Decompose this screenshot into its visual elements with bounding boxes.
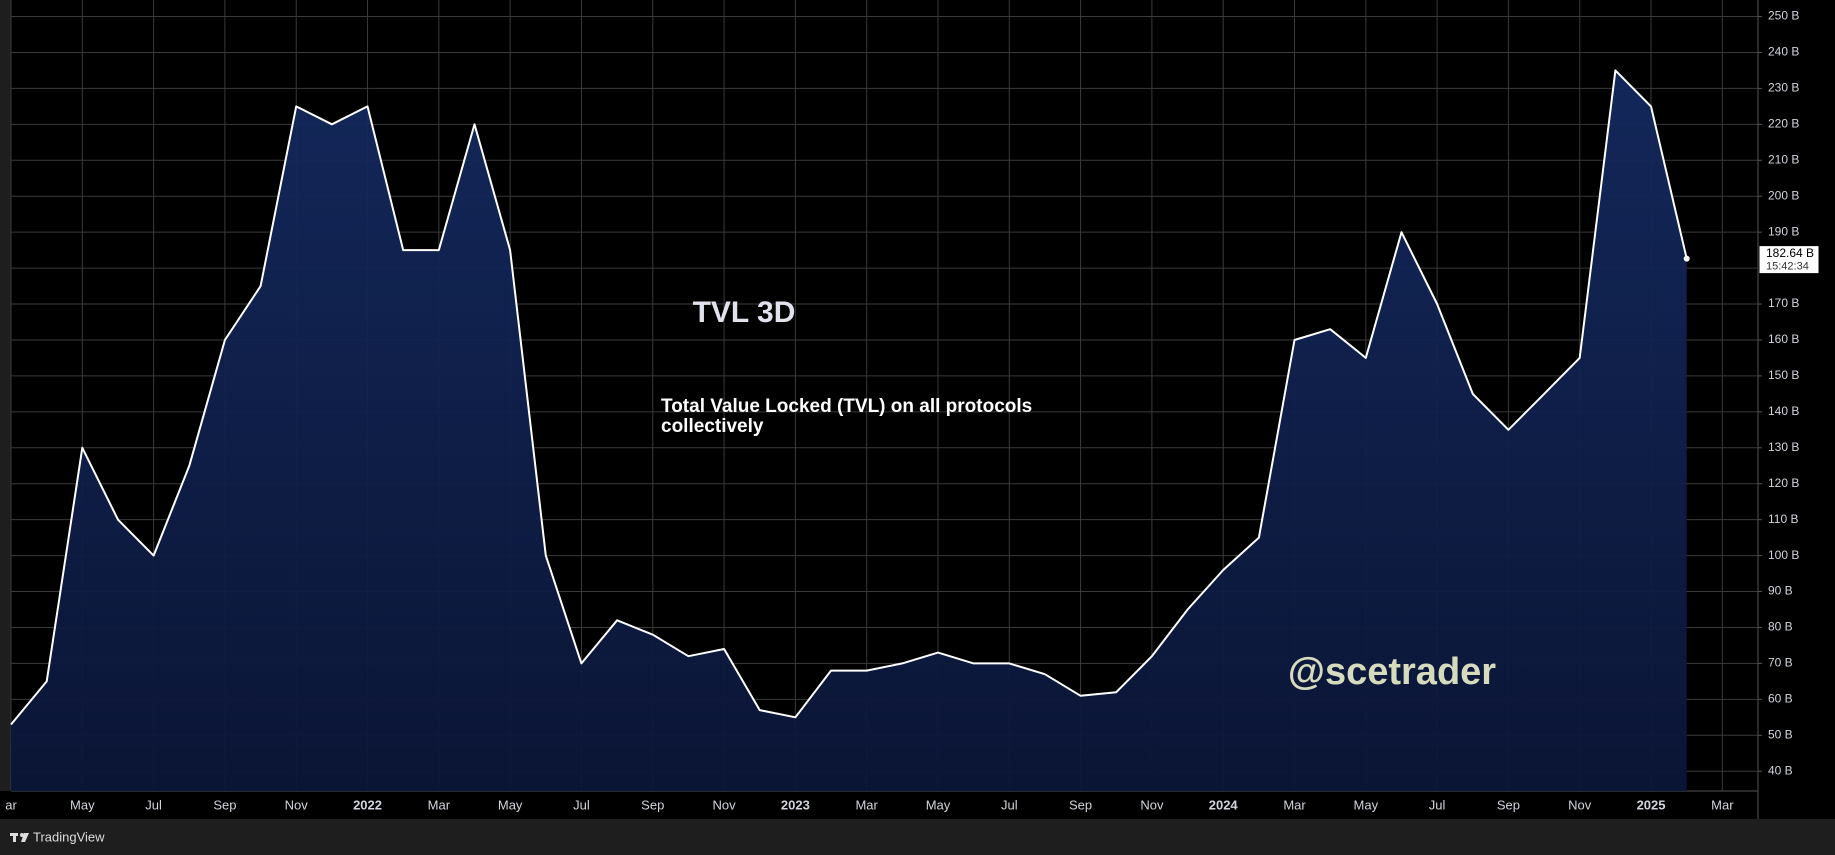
x-tick-label: May [70,797,95,812]
x-tick-label: 2022 [353,797,382,812]
x-tick-label: Nov [285,797,309,812]
x-tick-label: Sep [1069,797,1092,812]
brand-logo [10,833,29,842]
y-tick-label: 230 B [1768,81,1799,95]
x-tick-label: 2025 [1637,797,1666,812]
y-tick-label: 60 B [1768,692,1793,706]
x-tick-label: 2023 [781,797,810,812]
x-tick-label: Sep [213,797,236,812]
y-tick-label: 140 B [1768,404,1799,418]
footer-bar [0,819,1835,855]
x-tick-label: Nov [1568,797,1592,812]
y-tick-label: 240 B [1768,45,1799,59]
x-tick-label: May [926,797,951,812]
chart-title: TVL 3D [693,296,796,329]
x-tick-label: Nov [1140,797,1164,812]
x-tick-label: Mar [1711,797,1734,812]
brand: TradingView [33,829,105,844]
x-tick-label: May [1354,797,1379,812]
price-label: 182.64 B [1766,246,1814,260]
x-tick-label: Mar [428,797,451,812]
x-tick-label: Jul [145,797,162,812]
last-point [1683,255,1690,262]
y-tick-label: 120 B [1768,476,1799,490]
x-tick-label: Sep [641,797,664,812]
y-tick-label: 90 B [1768,584,1793,598]
y-tick-label: 250 B [1768,9,1799,23]
x-tick-label: Nov [712,797,736,812]
x-tick-label: Jul [1429,797,1446,812]
y-tick-label: 70 B [1768,656,1793,670]
y-tick-label: 80 B [1768,620,1793,634]
price-label-box [1758,245,1820,275]
area-line [10,69,1688,726]
y-tick-label: 50 B [1768,727,1793,741]
y-tick-label: 210 B [1768,152,1799,166]
y-tick-label: 200 B [1768,188,1799,202]
y-tick-label: 160 B [1768,332,1799,346]
x-tick-label: Mar [855,797,878,812]
chart-subtitle: Total Value Locked (TVL) on all protocol… [661,396,1033,437]
y-tick-label: 170 B [1768,296,1799,310]
y-tick-label: 190 B [1768,224,1799,238]
y-tick-label: 40 B [1768,763,1793,777]
x-tick-label: Jul [1001,797,1018,812]
y-tick-label: 220 B [1768,117,1799,131]
price-countdown: 15:42:34 [1766,261,1809,273]
x-tick-label: May [498,797,523,812]
price-axis [1758,0,1835,819]
x-tick-label: Mar [1283,797,1306,812]
watermark: @scetrader [1288,651,1496,693]
y-tick-label: 110 B [1768,512,1798,526]
x-tick-label: Sep [1497,797,1520,812]
y-tick-label: 130 B [1768,440,1799,454]
y-tick-label: 100 B [1768,548,1799,562]
x-tick-label: Jul [573,797,590,812]
time-axis [0,791,1758,819]
x-tick-label: 2024 [1209,797,1239,812]
y-tick-label: 150 B [1768,368,1799,382]
x-tick-label: ar [5,797,17,812]
